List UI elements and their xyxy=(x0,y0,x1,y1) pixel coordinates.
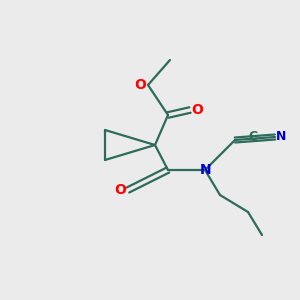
Text: O: O xyxy=(191,103,203,117)
Text: N: N xyxy=(200,163,212,177)
Text: N: N xyxy=(276,130,286,142)
Text: O: O xyxy=(114,183,126,197)
Text: O: O xyxy=(134,78,146,92)
Text: C: C xyxy=(248,130,258,143)
